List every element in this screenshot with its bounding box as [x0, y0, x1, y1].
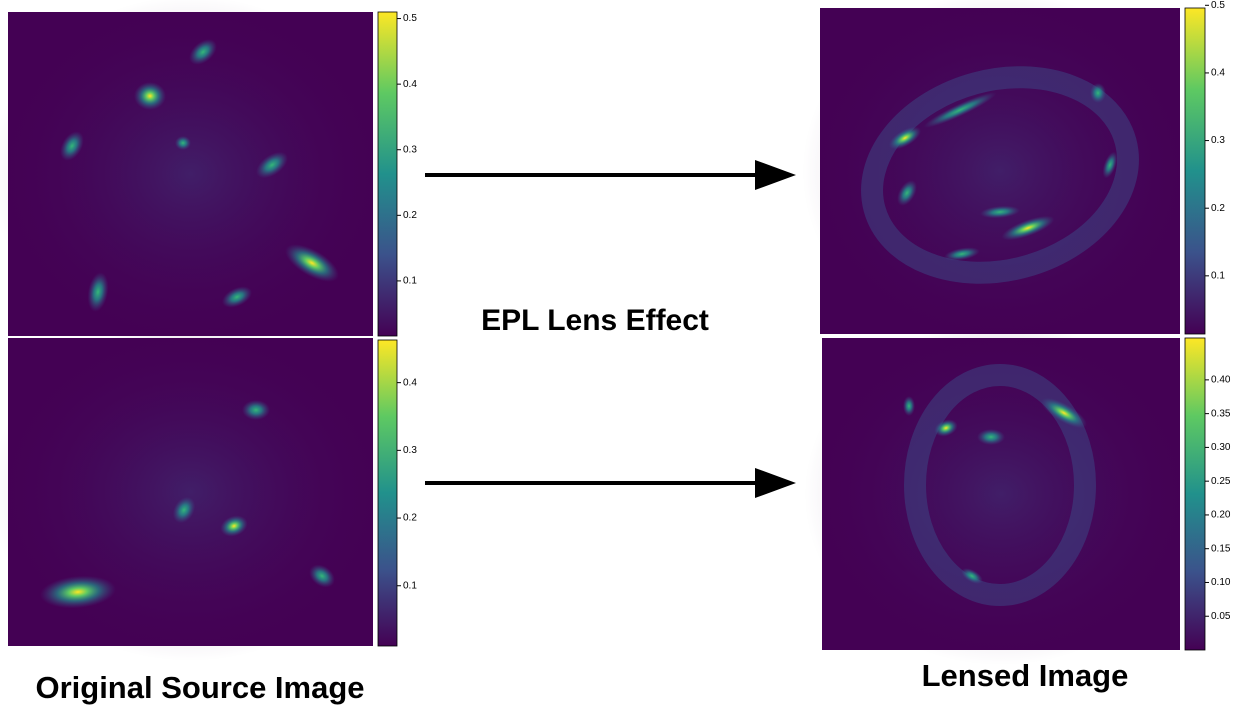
arrow-label: EPL Lens Effect — [481, 304, 709, 337]
arrow-head — [755, 468, 796, 498]
glow — [802, 0, 1198, 350]
colorbar-tick-label: 0.2 — [403, 210, 417, 221]
colorbar-tick-label: 0.40 — [1211, 375, 1231, 386]
colorbar-tick-label: 0.10 — [1211, 577, 1231, 588]
colorbar-tick-label: 0.1 — [1211, 270, 1225, 281]
colorbar-tick-label: 0.2 — [1211, 203, 1225, 214]
colorbar-tick-label: 0.35 — [1211, 408, 1231, 419]
arrow-head — [755, 160, 796, 190]
caption: Original Source Image — [35, 670, 364, 705]
colorbar — [1185, 338, 1205, 650]
page: {"panels": [ {"colorbar": {"lim": [0.016… — [0, 0, 1241, 706]
figure: EPL Lens Effect Original Source Image Le… — [0, 0, 1241, 706]
colorbar — [378, 12, 397, 336]
colorbar-tick-label: 0.3 — [403, 144, 417, 155]
colorbar-tick-label: 0.15 — [1211, 543, 1231, 554]
colorbar-tick-label: 0.4 — [1211, 68, 1225, 79]
colorbar — [378, 340, 397, 646]
colorbar-tick-label: 0.3 — [1211, 135, 1225, 146]
colorbar-tick-label: 0.2 — [403, 513, 417, 524]
source-blob — [242, 400, 270, 420]
colorbar-tick-label: 0.20 — [1211, 510, 1231, 521]
glow — [0, 323, 391, 662]
colorbar-tick-label: 0.1 — [403, 580, 417, 591]
colorbar-tick-label: 0.25 — [1211, 476, 1231, 487]
colorbar-tick-label: 0.3 — [403, 445, 417, 456]
source-blob — [903, 396, 915, 416]
source-blob — [977, 429, 1005, 445]
colorbar-tick-label: 0.30 — [1211, 442, 1231, 453]
colorbar-tick-label: 0.4 — [403, 79, 417, 90]
source-blob — [1090, 83, 1106, 103]
colorbar — [1185, 8, 1205, 334]
source-blob — [134, 82, 166, 110]
colorbar-tick-label: 0.05 — [1211, 611, 1231, 622]
colorbar-tick-label: 0.5 — [1211, 0, 1225, 11]
colorbar-tick-label: 0.5 — [403, 13, 417, 24]
colorbar-tick-label: 0.4 — [403, 377, 417, 388]
source-blob — [175, 136, 191, 150]
colorbar-tick-label: 0.1 — [403, 276, 417, 287]
